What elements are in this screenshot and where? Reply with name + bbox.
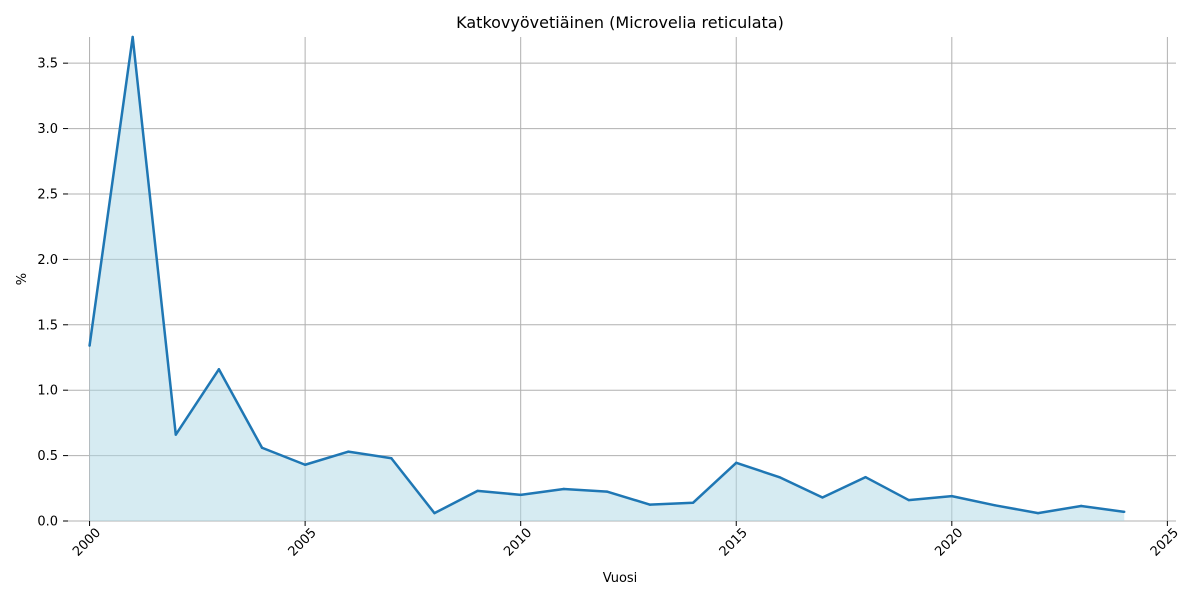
data-point	[821, 496, 824, 499]
y-tick-label: 0.5	[37, 449, 58, 464]
x-tick-label: 2020	[932, 526, 966, 560]
y-tick-label: 1.0	[37, 384, 58, 399]
data-point	[864, 475, 867, 479]
x-axis-label: Vuosi	[603, 571, 638, 586]
data-point	[950, 494, 954, 498]
data-point	[390, 457, 393, 460]
data-point	[347, 450, 350, 453]
data-point	[1036, 511, 1040, 515]
chart-title: Katkovyövetiäinen (Microvelia reticulata…	[456, 13, 784, 32]
x-tick-label: 2010	[501, 526, 535, 560]
data-point	[735, 461, 738, 464]
series-area	[89, 37, 1125, 521]
data-point	[993, 504, 997, 507]
data-point	[476, 489, 479, 493]
area-fill	[89, 37, 1125, 521]
data-point	[217, 368, 221, 371]
data-point	[174, 433, 177, 436]
data-point	[778, 475, 781, 479]
data-point	[605, 490, 609, 493]
y-axis-label: %	[15, 273, 30, 285]
y-tick-label: 1.5	[37, 318, 58, 333]
x-tick-label: 2000	[70, 526, 104, 560]
data-point	[433, 511, 436, 515]
y-tick-label: 2.5	[37, 187, 58, 202]
x-tick-label: 2015	[717, 526, 751, 560]
y-tick-label: 2.0	[37, 253, 58, 268]
x-tick-label: 2005	[286, 526, 320, 560]
data-point	[648, 503, 652, 506]
data-point	[303, 463, 307, 466]
y-tick-label: 3.0	[37, 122, 58, 137]
y-tick-label: 0.0	[37, 515, 58, 530]
data-point	[691, 501, 695, 504]
data-point	[88, 344, 91, 347]
data-point	[519, 493, 522, 497]
y-axis: 0.0 0.5 1.0 1.5 2.0 2.5 3.0 3.5	[37, 57, 68, 530]
data-point	[907, 498, 910, 502]
data-point	[562, 487, 565, 491]
data-point	[131, 35, 134, 39]
x-axis: 2000 2005 2010 2015 2020 2025	[70, 521, 1182, 560]
x-tick-label: 2025	[1148, 526, 1182, 560]
data-point	[1079, 504, 1083, 508]
series-line-group	[88, 35, 1126, 515]
data-point	[260, 446, 264, 449]
y-tick-label: 3.5	[37, 57, 58, 72]
grid	[68, 37, 1176, 522]
data-point	[1123, 510, 1126, 514]
